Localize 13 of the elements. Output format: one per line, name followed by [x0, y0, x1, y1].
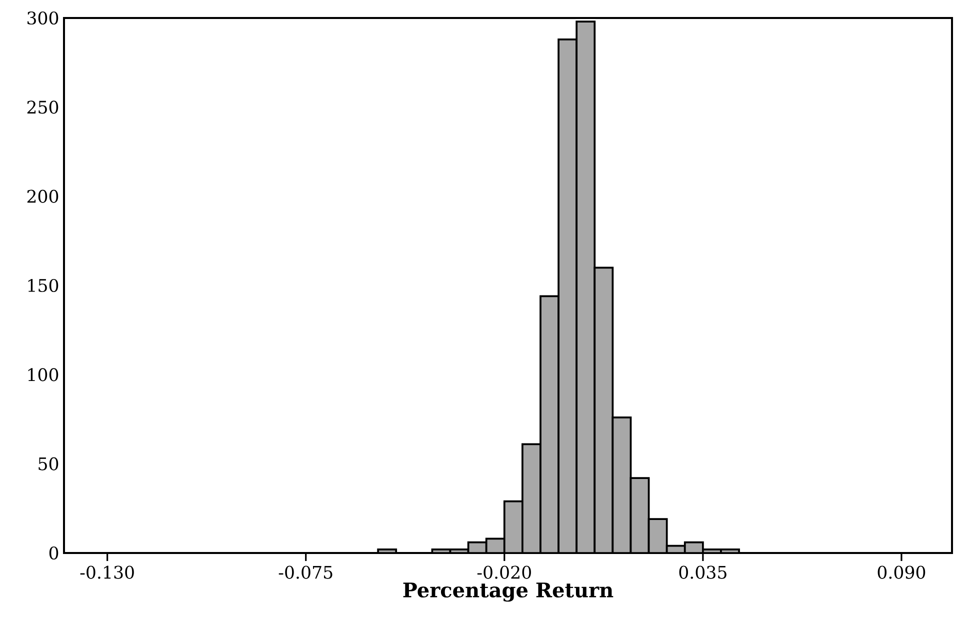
x-axis-title: Percentage Return [403, 582, 614, 602]
x-tick-label: -0.130 [80, 566, 134, 579]
x-tick-label: -0.020 [477, 566, 531, 579]
y-tick-label: 100 [28, 368, 58, 382]
y-tick-label: 50 [38, 457, 58, 470]
y-tick-label: 250 [27, 100, 58, 114]
y-tick-label: 0 [49, 546, 58, 560]
y-tick-label: 300 [28, 11, 58, 25]
x-tick-label: 0.090 [878, 566, 926, 579]
y-tick-label: 200 [27, 190, 58, 203]
x-tick-label: -0.075 [278, 566, 332, 579]
x-tick-label: 0.035 [679, 566, 726, 579]
y-tick-label: 150 [28, 278, 58, 292]
